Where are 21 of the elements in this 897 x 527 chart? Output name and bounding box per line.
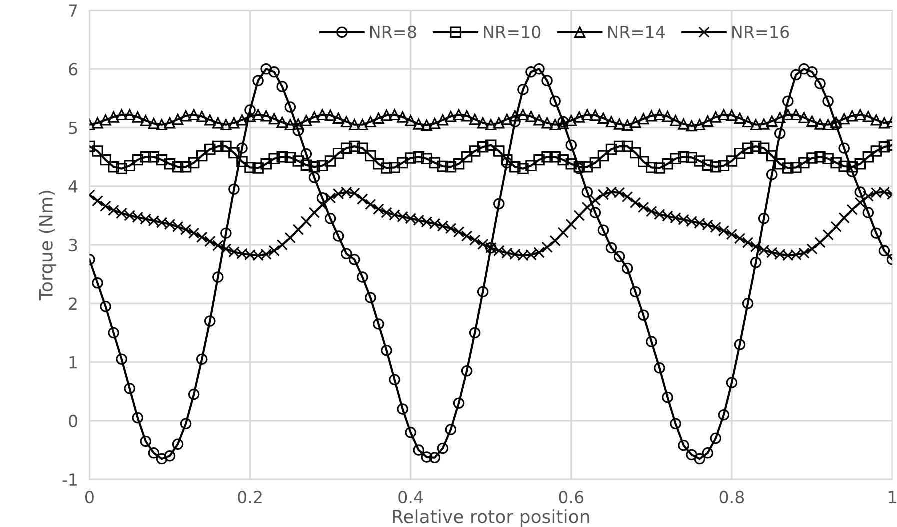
y-tick-label: 3	[69, 239, 78, 252]
y-tick-label: 5	[69, 122, 78, 134]
legend-label: NR=10	[484, 26, 541, 38]
legend-label: NR=14	[608, 26, 665, 38]
legend-label: NR=8	[370, 26, 416, 38]
x-tick-label: 0.4	[398, 490, 424, 504]
y-tick-label: 4	[68, 180, 78, 193]
y-tick-label: 1	[70, 356, 78, 369]
x-tick-label: 0.2	[238, 490, 262, 504]
y-tick-label: -1	[62, 474, 78, 486]
y-tick-label: 2	[69, 298, 77, 310]
x-tick-label: 0	[85, 490, 94, 504]
x-tick-label: 0.6	[559, 490, 584, 504]
y-tick-label: 7	[69, 4, 78, 17]
y-axis-title: Torque (Nm)	[38, 191, 56, 301]
legend-label: NR=16	[732, 26, 790, 38]
x-tick-label: 0.8	[720, 490, 744, 504]
x-axis-title: Relative rotor position	[393, 510, 590, 527]
y-tick-label: 6	[69, 63, 78, 76]
y-tick-label: 0	[69, 414, 78, 428]
x-tick-label: 1	[889, 491, 896, 504]
